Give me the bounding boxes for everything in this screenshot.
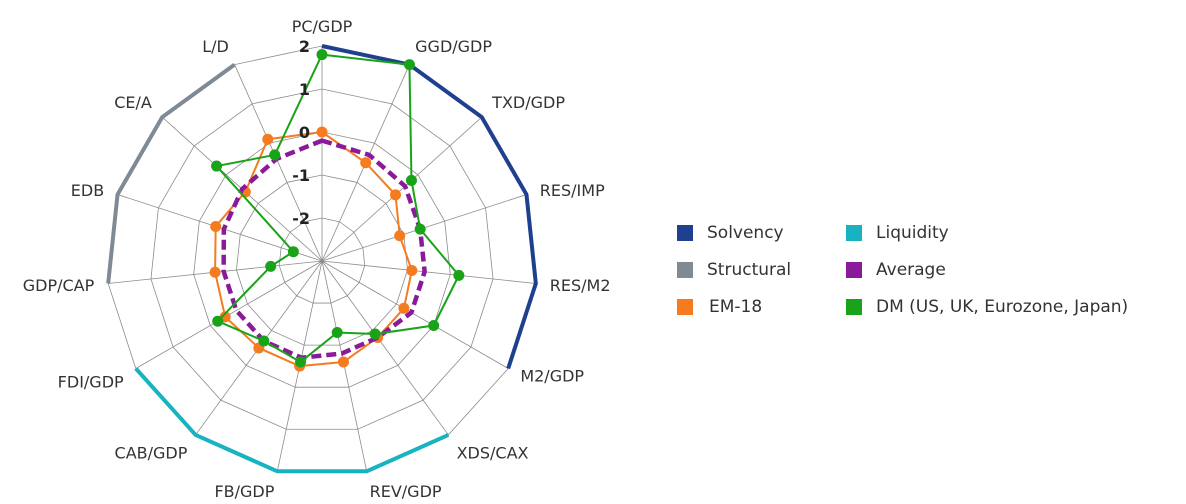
- category-band-structural: [106, 62, 236, 284]
- point-em-18: [209, 266, 221, 278]
- legend-label-dm: DM (US, UK, Eurozone, Japan): [876, 297, 1129, 317]
- axis-label-l-d: L/D: [202, 37, 229, 56]
- point-em-18: [406, 264, 418, 276]
- point-em-18: [394, 230, 406, 242]
- series-layer: [209, 49, 465, 372]
- tick-label: 1: [299, 80, 310, 99]
- point-dm-us-uk-eurozone-japan: [331, 327, 343, 339]
- legend: Solvency Liquidity Structural Average EM…: [677, 221, 1186, 331]
- legend-label-em18: EM-18: [709, 297, 763, 317]
- axis-label-fb-gdp: FB/GDP: [214, 482, 274, 501]
- point-dm-us-uk-eurozone-japan: [414, 223, 426, 235]
- point-em-18: [210, 220, 222, 232]
- point-dm-us-uk-eurozone-japan: [212, 315, 224, 327]
- grid-spoke: [321, 260, 536, 284]
- grid-spoke: [234, 64, 323, 262]
- point-dm-us-uk-eurozone-japan: [258, 335, 270, 347]
- axis-label-edb: EDB: [71, 181, 104, 200]
- legend-label-average: Average: [876, 260, 946, 280]
- axis-labels: PC/GDP GGD/GDP TXD/GDP RES/IMP RES/M2 M2/GDP X…: [23, 17, 611, 501]
- point-em-18: [262, 133, 274, 145]
- tick-label: -2: [292, 209, 310, 228]
- category-band-solvency: [321, 44, 538, 370]
- category-band-liquidity: [134, 367, 450, 474]
- tick-label: -1: [292, 166, 310, 185]
- legend-swatch-structural: [677, 262, 693, 278]
- legend-item-structural: Structural: [677, 258, 791, 282]
- radar-chart: PC/GDP GGD/GDP TXD/GDP RES/IMP RES/M2 M2/GDP X…: [23, 17, 611, 501]
- point-dm-us-uk-eurozone-japan: [316, 49, 328, 61]
- point-dm-us-uk-eurozone-japan: [265, 260, 277, 272]
- series-em-18: [209, 126, 418, 372]
- legend-swatch-solvency: [677, 225, 693, 241]
- point-dm-us-uk-eurozone-japan: [369, 328, 381, 340]
- axis-label-gdp-cap: GDP/CAP: [23, 276, 95, 295]
- legend-label-structural: Structural: [707, 260, 792, 280]
- axis-label-pc-gdp: PC/GDP: [292, 17, 353, 36]
- series-line-dm-us-uk-eurozone-japan: [215, 53, 460, 363]
- legend-swatch-dm: [846, 299, 862, 315]
- tick-label: 0: [299, 123, 310, 142]
- point-dm-us-uk-eurozone-japan: [211, 160, 223, 172]
- legend-item-em18: EM-18: [677, 295, 762, 319]
- axis-label-res-m2: RES/M2: [550, 276, 611, 295]
- tick-labels: 2 1 0 -1 -2: [292, 37, 310, 228]
- grid-spoke: [321, 260, 509, 369]
- legend-label-solvency: Solvency: [707, 223, 784, 243]
- point-em-18: [337, 356, 349, 368]
- point-em-18: [360, 157, 372, 169]
- point-dm-us-uk-eurozone-japan: [453, 269, 465, 281]
- grid-ring: [193, 131, 451, 388]
- grid-ring: [150, 88, 494, 430]
- point-dm-us-uk-eurozone-japan: [295, 356, 307, 368]
- legend-item-liquidity: Liquidity: [846, 221, 949, 245]
- axis-label-rev-gdp: REV/GDP: [370, 482, 442, 501]
- axis-label-cab-gdp: CAB/GDP: [115, 443, 188, 462]
- grid-spoke: [321, 260, 449, 436]
- legend-label-liquidity: Liquidity: [876, 223, 949, 243]
- legend-swatch-liquidity: [846, 225, 862, 241]
- point-dm-us-uk-eurozone-japan: [403, 59, 415, 71]
- axis-label-xds-cax: XDS/CAX: [457, 443, 529, 462]
- grid-ring: [278, 217, 366, 304]
- legend-item-dm: DM (US, UK, Eurozone, Japan): [846, 295, 1128, 319]
- axis-label-txd-gdp: TXD/GDP: [491, 93, 565, 112]
- point-dm-us-uk-eurozone-japan: [269, 149, 281, 161]
- point-dm-us-uk-eurozone-japan: [405, 174, 417, 186]
- axis-label-ce-a: CE/A: [114, 93, 152, 112]
- point-em-18: [316, 126, 328, 138]
- legend-swatch-em18: [677, 299, 693, 315]
- legend-swatch-average: [846, 262, 862, 278]
- axis-label-m2-gdp: M2/GDP: [520, 367, 584, 386]
- point-em-18: [398, 302, 410, 314]
- axis-label-res-imp: RES/IMP: [540, 181, 605, 200]
- legend-item-average: Average: [846, 258, 946, 282]
- category-bands: [106, 44, 538, 474]
- point-dm-us-uk-eurozone-japan: [287, 246, 299, 258]
- axis-label-ggd-gdp: GGD/GDP: [415, 37, 492, 56]
- series-dm-us-uk-eurozone-japan: [211, 49, 465, 368]
- axis-label-fdi-gdp: FDI/GDP: [58, 373, 124, 392]
- legend-item-solvency: Solvency: [677, 221, 784, 245]
- point-dm-us-uk-eurozone-japan: [428, 320, 440, 331]
- tick-label: 2: [299, 37, 310, 56]
- grid-spoke: [321, 116, 483, 262]
- point-em-18: [389, 189, 401, 201]
- series-line-em-18: [214, 131, 413, 368]
